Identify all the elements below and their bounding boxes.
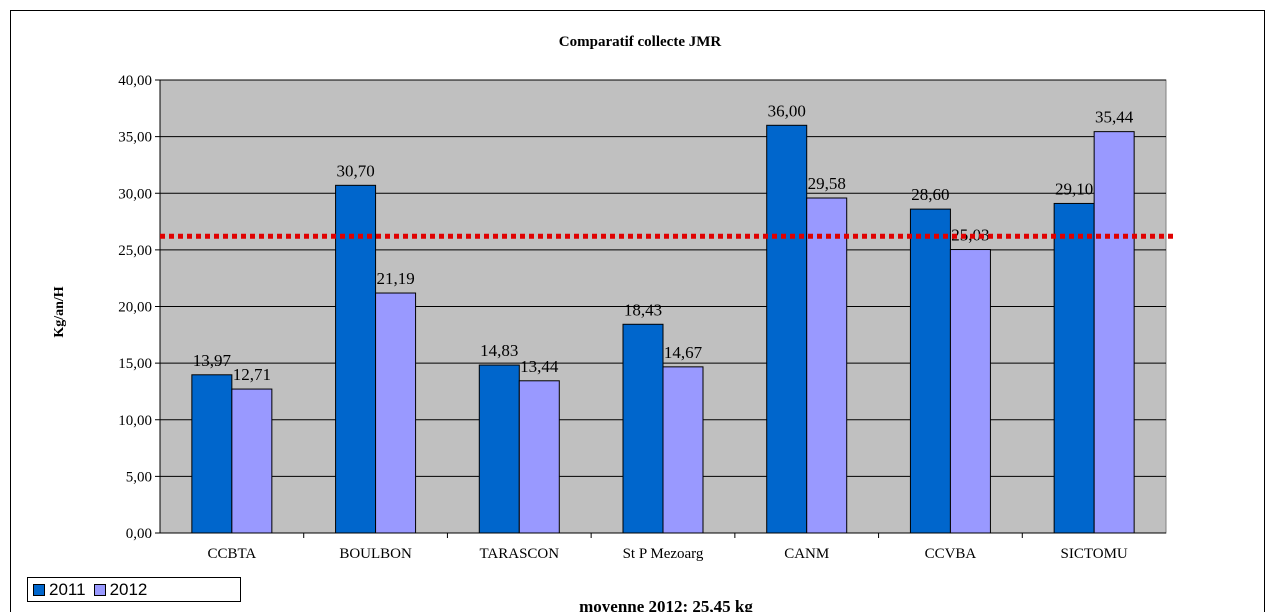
legend-swatch-2011	[33, 583, 45, 596]
bars	[191, 124, 1135, 534]
y-tick-label: 40,00	[118, 73, 152, 89]
bar-2011-1	[335, 184, 377, 534]
y-tick-label: 20,00	[118, 300, 152, 316]
bar-2011-0	[191, 374, 233, 534]
data-label-2012-1: 21,19	[376, 269, 414, 288]
y-tick-label: 25,00	[118, 243, 152, 259]
bar-2012-6	[1093, 131, 1135, 534]
data-label-2012-2: 13,44	[520, 357, 559, 376]
bar-2011-2	[478, 364, 520, 534]
bar-2011-6	[1053, 202, 1095, 534]
data-label-2011-0: 13,97	[193, 351, 232, 370]
bar-2012-0	[231, 388, 273, 534]
legend-item-2011: 2011	[33, 580, 86, 600]
bar-2012-5	[949, 249, 991, 534]
y-tick-label: 5,00	[126, 469, 152, 485]
data-label-2011-2: 14,83	[480, 341, 518, 360]
bar-2012-1	[375, 292, 417, 534]
data-label-2011-1: 30,70	[336, 161, 374, 180]
x-tick-label: CCVBA	[925, 546, 977, 562]
data-label-2011-5: 28,60	[911, 185, 949, 204]
bar-2011-4	[766, 124, 808, 534]
x-tick-label: BOULBON	[339, 546, 412, 562]
data-label-2012-3: 14,67	[664, 343, 703, 362]
y-axis-ticks: 0,00 5,00 10,00 15,00 20,00 25,00 30,00 35,00 40…	[118, 73, 1166, 542]
legend: 2011 2012	[27, 577, 241, 602]
bar-2012-4	[806, 197, 848, 534]
bar-2011-5	[909, 208, 951, 534]
bar-2012-3	[662, 366, 704, 534]
bar-2011-3	[622, 323, 664, 534]
y-tick-label: 30,00	[118, 186, 152, 202]
x-axis-ticks: CCBTA BOULBON TARASCON St P Mezoarg CANM CCVB…	[207, 533, 1128, 562]
x-tick-label: CCBTA	[207, 546, 256, 562]
chart-title: Comparatif collecte JMR	[559, 34, 722, 50]
data-label-2012-6: 35,44	[1095, 108, 1134, 127]
x-tick-label: TARASCON	[479, 546, 559, 562]
legend-item-2012: 2012	[93, 579, 148, 600]
bar-2012-2	[518, 380, 560, 534]
legend-label-2011: 2011	[49, 579, 86, 599]
data-label-2012-0: 12,71	[233, 365, 271, 384]
y-tick-label: 0,00	[126, 526, 152, 542]
y-tick-label: 35,00	[118, 130, 152, 146]
x-tick-label: St P Mezoarg	[623, 546, 704, 562]
data-label-2012-4: 29,58	[808, 174, 846, 193]
y-tick-label: 10,00	[118, 413, 152, 429]
legend-swatch-2012	[93, 583, 106, 596]
x-tick-label: CANM	[784, 546, 829, 562]
x-tick-label: SICTOMU	[1061, 546, 1128, 562]
data-label-2011-6: 29,10	[1055, 179, 1093, 198]
data-label-2011-3: 18,43	[624, 300, 662, 319]
average-caption: moyenne 2012: 25,45 kg	[579, 597, 753, 612]
data-label-2011-4: 36,00	[768, 101, 806, 120]
y-axis-label: Kg/an/H	[52, 286, 67, 337]
y-tick-label: 15,00	[118, 356, 152, 372]
legend-label-2012: 2012	[109, 579, 148, 599]
